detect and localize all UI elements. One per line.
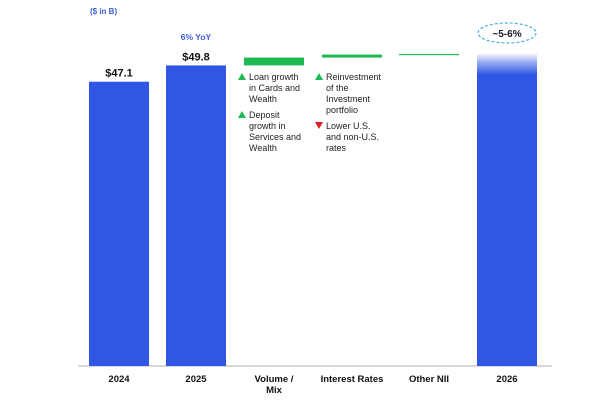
annotation-text: Loan growth in Cards and Wealth — [249, 72, 300, 104]
up-triangle-icon — [238, 73, 246, 80]
down-triangle-icon — [315, 122, 323, 129]
yoy-label: 6% YoY — [181, 32, 212, 42]
annotation-layer: Loan growth in Cards and Wealth Deposit grow… — [238, 72, 382, 153]
up-triangle-icon — [315, 73, 323, 80]
bar-2026 — [477, 74, 537, 366]
annotation-text: Lower U.S. and non-U.S. rates — [326, 121, 379, 153]
up-triangle-icon — [238, 111, 246, 118]
x-tick-label: Volume / Mix — [255, 374, 294, 396]
increase-bar-3 — [322, 54, 382, 58]
value-label-2024: $47.1 — [105, 68, 133, 80]
annotation-text: Reinvestment of the Investment portfolio — [326, 72, 382, 115]
annotation-text: Deposit growth in Services and Wealth — [249, 110, 301, 153]
x-tick-label: 2026 — [496, 374, 517, 385]
bar-2024 — [89, 81, 149, 366]
x-tick-label: Other NII — [409, 374, 449, 385]
bar-2025 — [166, 65, 226, 367]
increase-bar-4 — [399, 53, 459, 56]
label-layer: $47.1 $49.8 ~5-6% 6% YoY 2024 2025 Volume / Mix… — [105, 22, 537, 396]
x-tick-label: 2024 — [108, 374, 130, 385]
x-tick-label: 2025 — [185, 374, 207, 385]
bar-2026-fade — [477, 53, 537, 75]
increase-bar-2 — [244, 57, 304, 66]
bar-layer — [89, 53, 537, 367]
unit-label: ($ in B) — [90, 7, 117, 16]
x-tick-label: Interest Rates — [321, 374, 384, 385]
value-label-2025: $49.8 — [182, 51, 210, 63]
target-badge — [477, 22, 537, 44]
target-label: ~5-6% — [492, 29, 521, 40]
